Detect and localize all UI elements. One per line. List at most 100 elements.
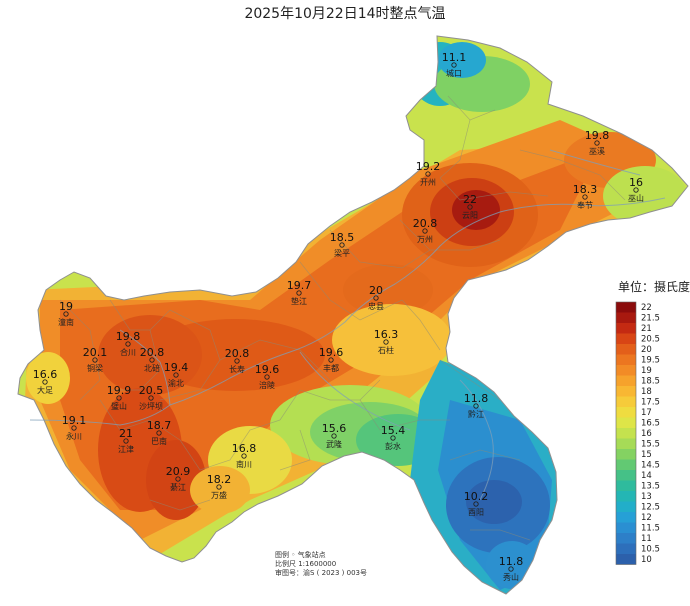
station-name: 秀山 — [503, 572, 519, 582]
station-marker: 19.6 丰都 — [319, 346, 344, 373]
legend-swatch — [616, 449, 636, 460]
legend-label: 20 — [641, 345, 652, 355]
station-dot-icon — [296, 290, 302, 296]
station-name: 合川 — [120, 347, 136, 357]
legend-swatch — [616, 333, 636, 344]
legend-swatch — [616, 407, 636, 418]
legend-swatch — [616, 354, 636, 365]
station-name: 铜梁 — [87, 363, 103, 373]
station-dot-icon — [383, 339, 389, 345]
station-name: 永川 — [66, 431, 82, 441]
station-marker: 15.6 武隆 — [322, 422, 347, 449]
station-marker: 19.8 合川 — [116, 330, 141, 357]
station-temperature: 10.2 — [464, 490, 489, 503]
station-name: 黔江 — [468, 409, 484, 419]
legend-label: 12 — [641, 513, 652, 523]
legend-label: 20.5 — [641, 335, 660, 345]
station-temperature: 22 — [463, 193, 477, 206]
legend-swatch — [616, 438, 636, 449]
station-marker: 20.1 铜梁 — [83, 346, 108, 373]
station-marker: 19.4 渝北 — [164, 361, 189, 388]
station-temperature: 18.7 — [147, 419, 172, 432]
station-temperature: 15.4 — [381, 424, 406, 437]
legend-label: 21 — [641, 324, 652, 334]
station-marker: 18.2 万盛 — [207, 473, 232, 500]
station-marker: 18.5 梁平 — [330, 231, 355, 258]
station-marker: 20 忠县 — [368, 284, 384, 311]
station-name: 石柱 — [378, 345, 394, 355]
station-marker: 22 云阳 — [462, 193, 478, 220]
station-name: 渝北 — [168, 378, 184, 388]
station-marker: 16.8 南川 — [232, 442, 257, 469]
station-dot-icon — [451, 62, 457, 68]
legend-frame — [615, 301, 637, 565]
station-dot-icon — [148, 395, 154, 401]
station-dot-icon — [125, 341, 131, 347]
station-dot-icon — [422, 228, 428, 234]
station-marker: 20.8 万州 — [413, 217, 438, 244]
station-dot-icon — [63, 311, 69, 317]
station-name: 璧山 — [111, 401, 127, 411]
station-dot-icon — [175, 476, 181, 482]
station-name: 南川 — [236, 459, 252, 469]
legend-swatch — [616, 344, 636, 355]
station-temperature: 20.1 — [83, 346, 108, 359]
station-marker: 21 江津 — [118, 427, 134, 454]
station-name: 忠县 — [368, 302, 384, 311]
station-dot-icon — [373, 295, 379, 301]
legend-swatch — [616, 480, 636, 491]
station-name: 北碚 — [144, 363, 160, 373]
station-marker: 11.1 城口 — [442, 51, 467, 78]
legend-swatch — [616, 459, 636, 470]
legend-swatch — [616, 554, 636, 565]
station-name: 大足 — [37, 385, 53, 395]
station-name: 梁平 — [334, 249, 350, 258]
station-temperature: 18.5 — [330, 231, 355, 244]
station-temperature: 16 — [629, 176, 643, 189]
station-marker: 20.9 綦江 — [166, 465, 191, 492]
station-dot-icon — [42, 379, 48, 385]
legend-label: 14.5 — [641, 461, 660, 471]
legend-swatch — [616, 375, 636, 386]
legend-label: 17 — [641, 408, 652, 418]
station-name: 彭水 — [385, 441, 401, 451]
station-marker: 11.8 秀山 — [499, 555, 524, 582]
station-marker: 19.1 永川 — [62, 414, 87, 441]
legend-label: 19.5 — [641, 356, 660, 366]
legend-swatch — [616, 491, 636, 502]
station-temperature: 15.6 — [322, 422, 347, 435]
legend-swatch — [616, 501, 636, 512]
station-dot-icon — [71, 425, 77, 431]
station-dot-icon — [594, 140, 600, 146]
station-name: 开州 — [420, 178, 436, 187]
station-dot-icon — [173, 372, 179, 378]
station-marker: 18.7 巴南 — [147, 419, 172, 446]
station-dot-icon — [216, 484, 222, 490]
district-boundaries — [59, 95, 626, 541]
station-name: 长寿 — [229, 364, 245, 374]
station-temperature: 19.7 — [287, 279, 312, 292]
station-temperature: 19.2 — [416, 160, 441, 173]
legend-swatch — [616, 396, 636, 407]
station-temperature: 18.3 — [573, 183, 598, 196]
legend-label: 16 — [641, 429, 652, 439]
station-temperature: 19 — [59, 300, 73, 313]
station-dot-icon — [467, 204, 473, 210]
legend-swatch — [616, 302, 636, 313]
station-temperature: 19.6 — [255, 363, 280, 376]
station-dot-icon — [390, 435, 396, 441]
legend-swatch — [616, 533, 636, 544]
station-temperature: 20.5 — [139, 384, 164, 397]
legend-label: 14 — [641, 471, 652, 481]
legend-swatch — [616, 470, 636, 481]
station-temperature: 20 — [369, 284, 383, 297]
station-name: 丰都 — [323, 363, 339, 373]
legend-swatch — [616, 512, 636, 523]
station-temperature: 19.8 — [585, 129, 610, 142]
station-name: 潼南 — [58, 317, 74, 327]
station-dot-icon — [116, 395, 122, 401]
color-legend: 2221.52120.52019.51918.51817.51716.51615… — [615, 301, 660, 565]
legend-swatch — [616, 417, 636, 428]
station-marker: 18.3 奉节 — [573, 183, 598, 210]
station-marker: 19 潼南 — [58, 300, 74, 327]
